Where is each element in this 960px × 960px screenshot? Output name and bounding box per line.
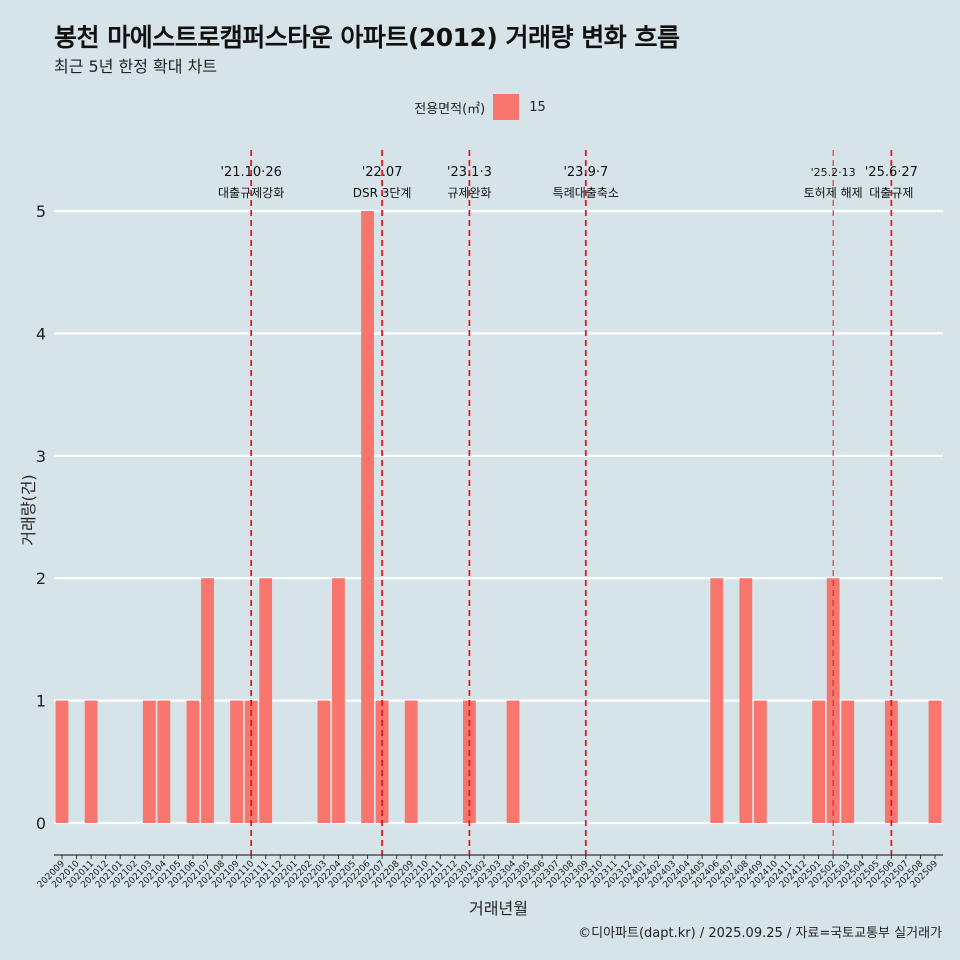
- event-label: 규제완화: [447, 186, 491, 200]
- event-date: '23.1·3: [447, 165, 492, 180]
- event-label: 특례대출축소: [553, 186, 619, 200]
- x-axis-title: 거래년월: [469, 899, 528, 918]
- event-date: '25.2·13: [811, 166, 856, 179]
- chart-subtitle: 최근 5년 한정 확대 차트: [54, 57, 218, 76]
- event-date: '25.6·27: [865, 165, 918, 180]
- bar: [332, 578, 345, 823]
- bar: [186, 700, 200, 823]
- bar: [142, 700, 156, 823]
- event-label: 대출규제강화: [218, 186, 284, 200]
- y-tick-label: 1: [36, 692, 46, 711]
- legend-item-label: 15: [529, 99, 546, 115]
- bar: [230, 700, 244, 823]
- bar: [753, 700, 767, 823]
- bar: [928, 700, 942, 823]
- chart-title: 봉천 마에스트로캠퍼스타운 아파트(2012) 거래량 변화 흐름: [54, 23, 680, 52]
- event-date: '21.10·26: [220, 165, 281, 180]
- bar: [404, 700, 418, 823]
- y-tick-label: 5: [36, 202, 46, 221]
- bar: [739, 578, 753, 823]
- bar: [812, 700, 826, 823]
- bar: [55, 700, 69, 823]
- legend: 전용면적(㎡) 15: [0, 93, 960, 121]
- event-label: DSR 3단계: [353, 186, 412, 200]
- source-caption: ©디아파트(dapt.kr) / 2025.09.25 / 자료=국토교통부 실…: [578, 926, 942, 941]
- y-tick-label: 4: [36, 324, 46, 343]
- event-lines: '21.10·26 대출규제강화 '22.07 DSR 3단계 '23.1·3 규제완화 '…: [218, 150, 918, 855]
- bar: [710, 578, 724, 823]
- bar: [361, 211, 374, 823]
- bar: [157, 700, 171, 823]
- legend-title: 전용면적(㎡): [414, 101, 486, 117]
- bar: [317, 700, 331, 823]
- bar: [84, 700, 98, 823]
- bars: [55, 211, 942, 823]
- bar: [201, 578, 214, 823]
- y-tick-label: 3: [36, 447, 46, 466]
- event-date: '22.07: [362, 165, 403, 180]
- event-label: 대출규제: [869, 186, 913, 200]
- legend-color-key: [493, 94, 520, 120]
- event-date: '23.9·7: [563, 165, 608, 180]
- bar: [259, 578, 273, 823]
- event-label: 토허제 해제: [804, 186, 863, 200]
- y-tick-label: 0: [36, 814, 46, 833]
- y-tick-label: 2: [36, 569, 46, 588]
- y-axis-title: 거래량(건): [19, 474, 38, 545]
- bar: [841, 700, 855, 823]
- bar: [506, 700, 520, 823]
